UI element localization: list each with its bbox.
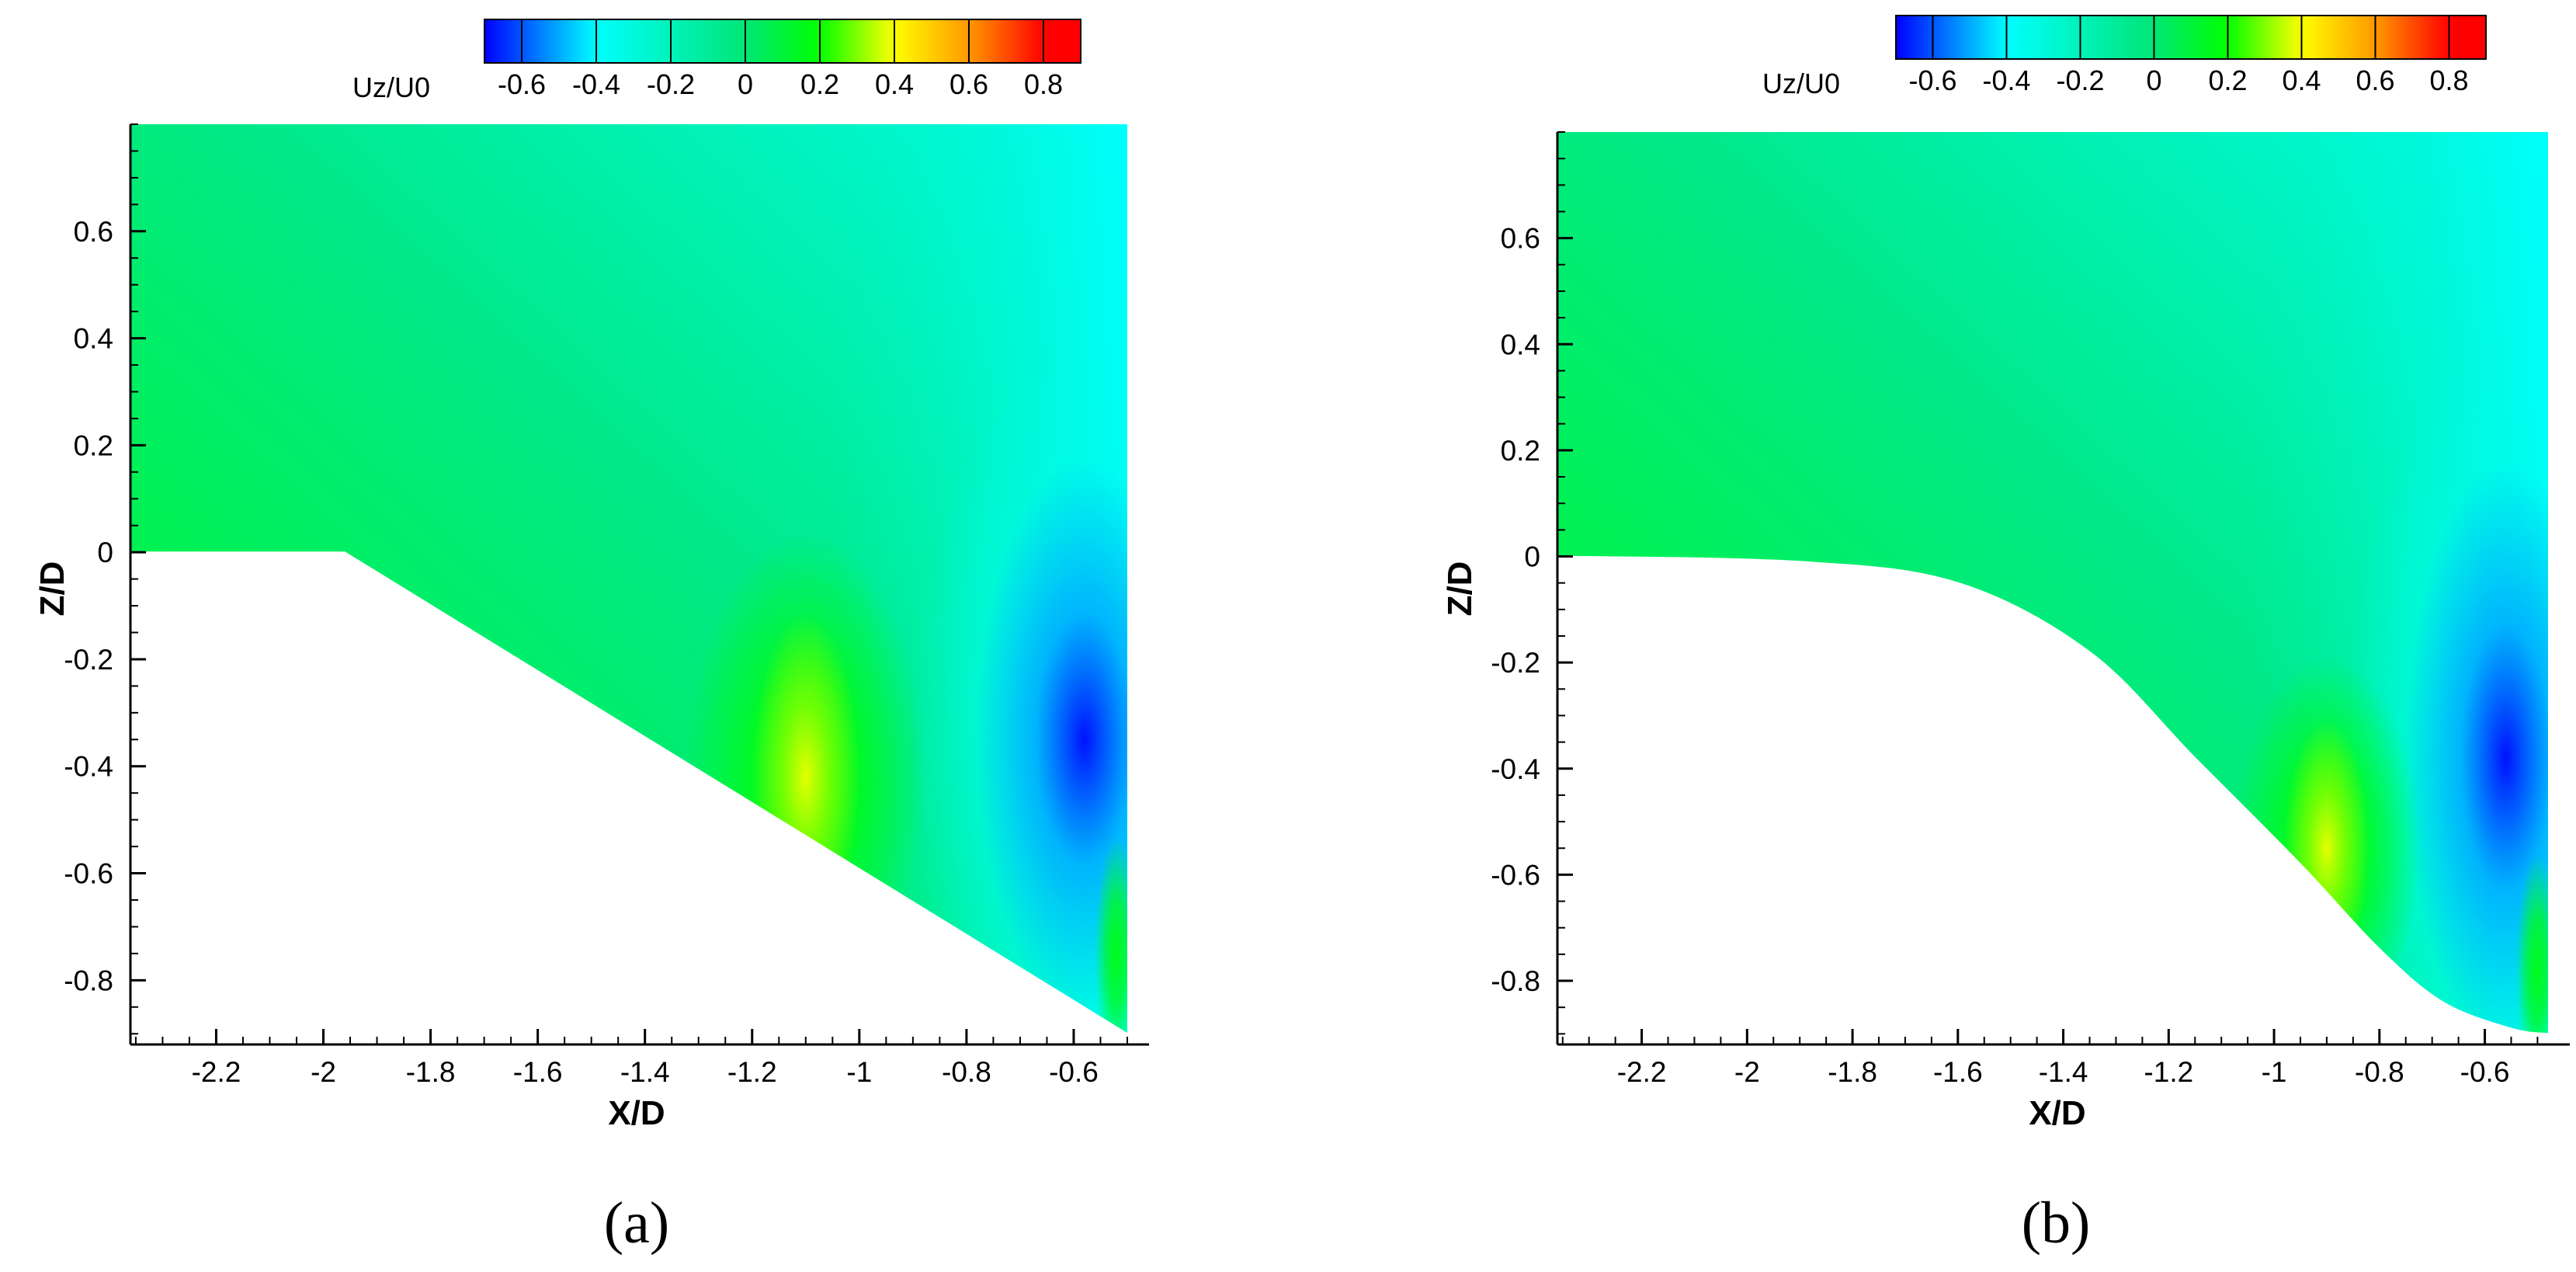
colorbar-title: Uz/U0 [352, 71, 430, 103]
x-tick-label: -0.8 [942, 1056, 991, 1088]
y-tick-label: 0 [1524, 541, 1540, 573]
y-tick-label: 0.6 [1501, 223, 1540, 255]
plot-area [129, 124, 1130, 1046]
y-tick-label: 0.2 [74, 429, 113, 461]
colorbar: Uz/U0 -0.6 -0.4 -0.2 0 0.2 0.4 0.6 0.8 [352, 19, 1081, 103]
x-tick-label: -1.6 [1933, 1056, 1983, 1088]
downflow-core [2404, 463, 2548, 1044]
plot-area [1556, 132, 2551, 1046]
x-tick-label: -1.2 [2144, 1056, 2193, 1088]
axes: -2.2 -2 -1.8 -1.6 -1.4 -1.2 -1 -0.8 -0.6 -0.8 -0.6… [1491, 131, 2570, 1088]
y-tick-label: -0.6 [64, 858, 113, 890]
colorbar-tick-label: -0.6 [498, 68, 546, 100]
colorbar-tick-label: -0.4 [1982, 64, 2030, 96]
wall-jet [1095, 836, 1127, 1044]
lower-boundary-curve [130, 551, 1128, 1035]
wall-jet [2515, 853, 2548, 1044]
x-tick-label: -1.8 [1828, 1056, 1877, 1088]
x-tick-label: -1.4 [2039, 1056, 2088, 1088]
lower-boundary-curve [1557, 555, 2549, 1035]
y-tick-label: 0.4 [74, 323, 113, 355]
axes: -2.2 -2 -1.8 -1.6 -1.4 -1.2 -1 -0.8 -0.6 -0.8 -0.6… [64, 123, 1149, 1088]
colorbar-frame [1895, 15, 2487, 60]
colorbar-tick-label: -0.2 [2056, 64, 2104, 96]
colorbar-tick-label: -0.4 [572, 68, 620, 100]
panel-b-chart: Uz/U0 -0.6 -0.4 -0.2 0 0.2 0.4 0.6 0.8 -2.2 -2 -1… [1441, 15, 2570, 1256]
x-tick-label: -1.2 [727, 1056, 777, 1088]
y-tick-label: -0.2 [1491, 647, 1540, 679]
x-tick-label: -0.6 [1049, 1056, 1099, 1088]
colorbar-ramp [484, 19, 1081, 63]
colorbar-tick-label: 0.8 [2429, 64, 2468, 96]
x-axis-title: X/D [608, 1094, 665, 1132]
x-tick-label: -2 [311, 1056, 336, 1088]
y-tick-label: -0.2 [64, 644, 113, 676]
x-tick-label: -2.2 [192, 1056, 241, 1088]
y-tick-label: -0.8 [1491, 965, 1540, 997]
colorbar-tick-label: 0 [738, 68, 753, 100]
y-tick-label: -0.8 [64, 964, 113, 996]
colorbar-ramp [1896, 16, 2486, 59]
colorbar-tick-label: 0.2 [800, 68, 839, 100]
colorbar-tick-label: 0.4 [2282, 64, 2321, 96]
colorbar-tick-label: -0.2 [647, 68, 695, 100]
y-axis-title: Z/D [33, 561, 71, 617]
colorbar-tick-label: 0.4 [875, 68, 914, 100]
panel-label-a: (a) [604, 1190, 669, 1256]
colorbar-tick-label: 0.8 [1024, 68, 1063, 100]
colorbar-frame [484, 19, 1081, 64]
y-tick-label: -0.4 [1491, 753, 1540, 785]
colorbar-tick-label: 0.6 [950, 68, 988, 100]
colorbar-tick-label: -0.6 [1908, 64, 1956, 96]
colorbar-tick-label: 0.6 [2356, 64, 2394, 96]
y-tick-label: -0.6 [1491, 859, 1540, 891]
x-tick-label: -2.2 [1617, 1056, 1667, 1088]
x-tick-label: -2 [1734, 1056, 1760, 1088]
colorbar: Uz/U0 -0.6 -0.4 -0.2 0 0.2 0.4 0.6 0.8 [1762, 15, 2487, 99]
x-tick-label: -0.8 [2355, 1056, 2404, 1088]
y-tick-label: 0.6 [74, 216, 113, 248]
x-tick-label: -1.4 [620, 1056, 670, 1088]
lower-boundary-mask [1556, 556, 2551, 1046]
x-tick-label: -1 [2262, 1056, 2287, 1088]
x-tick-label: -1.8 [406, 1056, 456, 1088]
colorbar-title: Uz/U0 [1762, 68, 1840, 99]
colorbar-tick-label: 0 [2146, 64, 2161, 96]
x-tick-label: -0.6 [2460, 1056, 2510, 1088]
x-tick-label: -1 [846, 1056, 872, 1088]
x-tick-label: -1.6 [513, 1056, 563, 1088]
downflow-core [975, 460, 1127, 1020]
y-tick-label: 0.4 [1501, 328, 1540, 360]
lower-boundary-mask [129, 552, 1130, 1046]
panel-a-chart: Uz/U0 -0.6 -0.4 -0.2 0 0.2 0.4 0.6 0.8 -2.2 -2 -1… [33, 19, 1149, 1256]
y-axis-title: Z/D [1441, 561, 1479, 617]
colorbar-tick-label: 0.2 [2208, 64, 2247, 96]
y-tick-label: -0.4 [64, 751, 113, 783]
y-tick-label: 0.2 [1501, 435, 1540, 467]
y-tick-label: 0 [97, 537, 113, 568]
x-axis-title: X/D [2029, 1094, 2085, 1132]
panel-label-b: (b) [2022, 1190, 2091, 1256]
